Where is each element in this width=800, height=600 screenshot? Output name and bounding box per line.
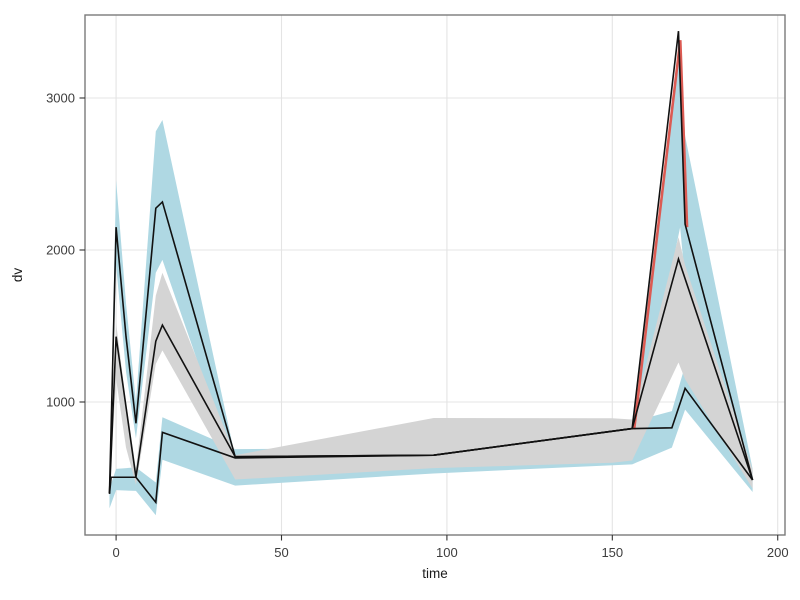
axis-tick-marks	[79, 97, 779, 541]
x-axis-title: time	[422, 566, 448, 581]
y-tick-label: 1000	[46, 394, 75, 409]
panel-border	[84, 14, 786, 536]
upper-percentile-line	[108, 31, 754, 494]
x-tick-label: 100	[436, 545, 458, 560]
median-ci-band	[109, 237, 753, 495]
red-reference-line	[632, 40, 689, 430]
x-tick-label: 50	[274, 545, 288, 560]
y-axis-title: dv	[10, 268, 25, 283]
lower-percentile-line	[108, 386, 754, 505]
x-tick-label: 0	[112, 545, 119, 560]
y-tick-label: 3000	[46, 90, 75, 105]
lower-percentile-ci-band	[109, 365, 753, 516]
median-line	[108, 256, 754, 494]
x-tick-label: 150	[601, 545, 623, 560]
axis-tick-labels: 0 50 100 150 200 1000 2000 3000	[46, 90, 788, 560]
percentile-lines	[108, 31, 754, 505]
x-tick-label: 200	[767, 545, 789, 560]
y-tick-label: 2000	[46, 242, 75, 257]
confidence-bands	[109, 49, 753, 516]
